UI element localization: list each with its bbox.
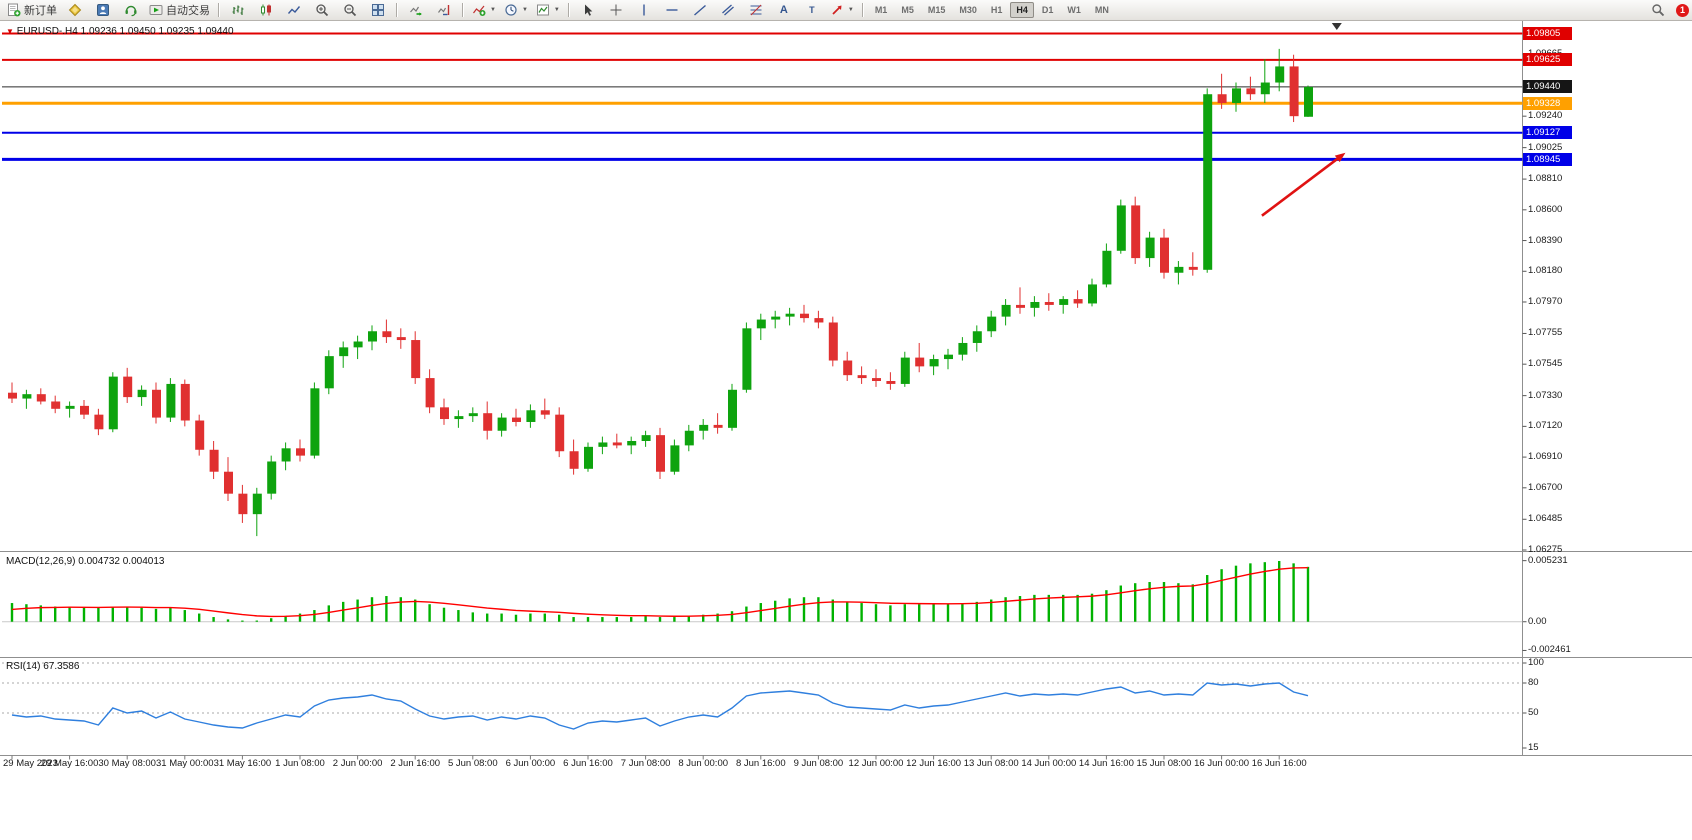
trendline-tool-button[interactable] — [686, 0, 714, 20]
indicators-icon — [473, 5, 486, 16]
toolbar-separator — [218, 3, 220, 17]
panel-separator[interactable] — [0, 655, 1692, 660]
label-tool-icon: T — [809, 5, 815, 15]
new-order-label: 新订单 — [24, 5, 57, 17]
new-order-icon — [8, 3, 21, 17]
panel-separator[interactable] — [0, 549, 1692, 554]
zoom-out-button[interactable] — [336, 0, 364, 20]
fibonacci-tool-button[interactable] — [742, 0, 770, 20]
periods-button[interactable]: ▼ — [500, 0, 532, 20]
trendline-icon — [693, 4, 706, 16]
template-chart-icon — [536, 4, 549, 16]
macd-pane[interactable] — [0, 552, 1522, 657]
time-scale[interactable] — [0, 755, 1692, 775]
horizontal-line-icon — [666, 9, 678, 11]
tile-windows-button[interactable] — [364, 0, 392, 20]
bar-chart-button[interactable] — [224, 0, 252, 20]
horizontal-line-tool-button[interactable] — [658, 0, 686, 20]
rsi-pane[interactable] — [0, 658, 1522, 755]
line-chart-button[interactable] — [280, 0, 308, 20]
toolbar: 新订单 自动交易 — [0, 0, 1692, 21]
autotrading-icon — [149, 5, 163, 15]
toolbar-separator — [567, 3, 570, 17]
text-tool-button[interactable]: A — [770, 0, 798, 20]
chart-shift-button[interactable] — [430, 0, 458, 20]
timeframe-button-H4[interactable]: H4 — [1010, 2, 1034, 18]
bar-chart-icon — [232, 5, 244, 15]
label-tool-button[interactable]: T — [798, 0, 826, 20]
timeframe-bar: M1 M5 M15 M30 H1 H4 D1 W1 MN — [868, 2, 1116, 18]
candlestick-chart-button[interactable] — [252, 0, 280, 20]
auto-scroll-button[interactable] — [402, 0, 430, 20]
search-button[interactable] — [1644, 0, 1672, 20]
timeframe-button-M1[interactable]: M1 — [874, 5, 888, 15]
autotrading-button[interactable]: 自动交易 — [145, 0, 214, 20]
toolbar-separator — [396, 3, 398, 17]
tile-windows-icon — [372, 4, 384, 16]
channel-tool-button[interactable] — [714, 0, 742, 20]
fibonacci-icon — [750, 4, 762, 16]
zoom-out-icon — [344, 4, 357, 17]
timeframe-button-M5[interactable]: M5 — [901, 5, 914, 15]
price-scale[interactable] — [1522, 21, 1692, 755]
arrows-tool-button[interactable]: ▼ — [826, 0, 858, 20]
zoom-in-icon — [316, 4, 329, 17]
auto-scroll-icon — [410, 6, 422, 16]
timeframe-button-M30[interactable]: M30 — [959, 5, 977, 15]
chevron-down-icon: ▼ — [521, 7, 528, 13]
gold-diamond-icon — [68, 3, 82, 17]
clock-icon — [505, 4, 517, 16]
timeframe-button-D1[interactable]: D1 — [1041, 5, 1054, 15]
new-order-button[interactable]: 新订单 — [3, 0, 61, 20]
timeframe-button-W1[interactable]: W1 — [1067, 5, 1081, 15]
autotrading-label: 自动交易 — [166, 5, 210, 17]
chart-shift-icon — [438, 5, 450, 16]
vertical-line-icon — [643, 4, 645, 16]
main-price-pane[interactable] — [0, 21, 1522, 550]
zoom-in-button[interactable] — [308, 0, 336, 20]
channel-icon — [721, 4, 734, 16]
timeframe-button-MN[interactable]: MN — [1094, 5, 1109, 15]
cursor-button[interactable] — [574, 0, 602, 20]
timeframe-button-H1[interactable]: H1 — [990, 5, 1003, 15]
cursor-icon — [584, 4, 593, 16]
headset-icon — [125, 5, 137, 17]
deposit-button[interactable] — [61, 0, 89, 20]
crosshair-button[interactable] — [602, 0, 630, 20]
indicators-button[interactable]: ▼ — [468, 0, 500, 20]
toolbar-separator — [861, 3, 864, 17]
text-tool-icon: A — [779, 4, 788, 16]
chevron-down-icon: ▼ — [490, 7, 496, 13]
notification-badge[interactable]: 1 — [1676, 3, 1689, 17]
candlestick-chart-icon — [261, 4, 271, 16]
search-icon — [1652, 4, 1665, 17]
chevron-down-icon: ▼ — [847, 7, 854, 13]
profile-icon — [97, 4, 109, 16]
templates-button[interactable]: ▼ — [532, 0, 564, 20]
toolbar-separator — [462, 3, 464, 17]
timeframe-button-M15[interactable]: M15 — [927, 5, 946, 15]
crosshair-icon — [610, 4, 622, 16]
line-chart-icon — [287, 6, 301, 14]
profile-button[interactable] — [89, 0, 117, 20]
support-button[interactable] — [117, 0, 145, 20]
vertical-line-tool-button[interactable] — [630, 0, 658, 20]
chevron-down-icon: ▼ — [553, 7, 560, 13]
arrow-tool-icon — [832, 5, 842, 15]
